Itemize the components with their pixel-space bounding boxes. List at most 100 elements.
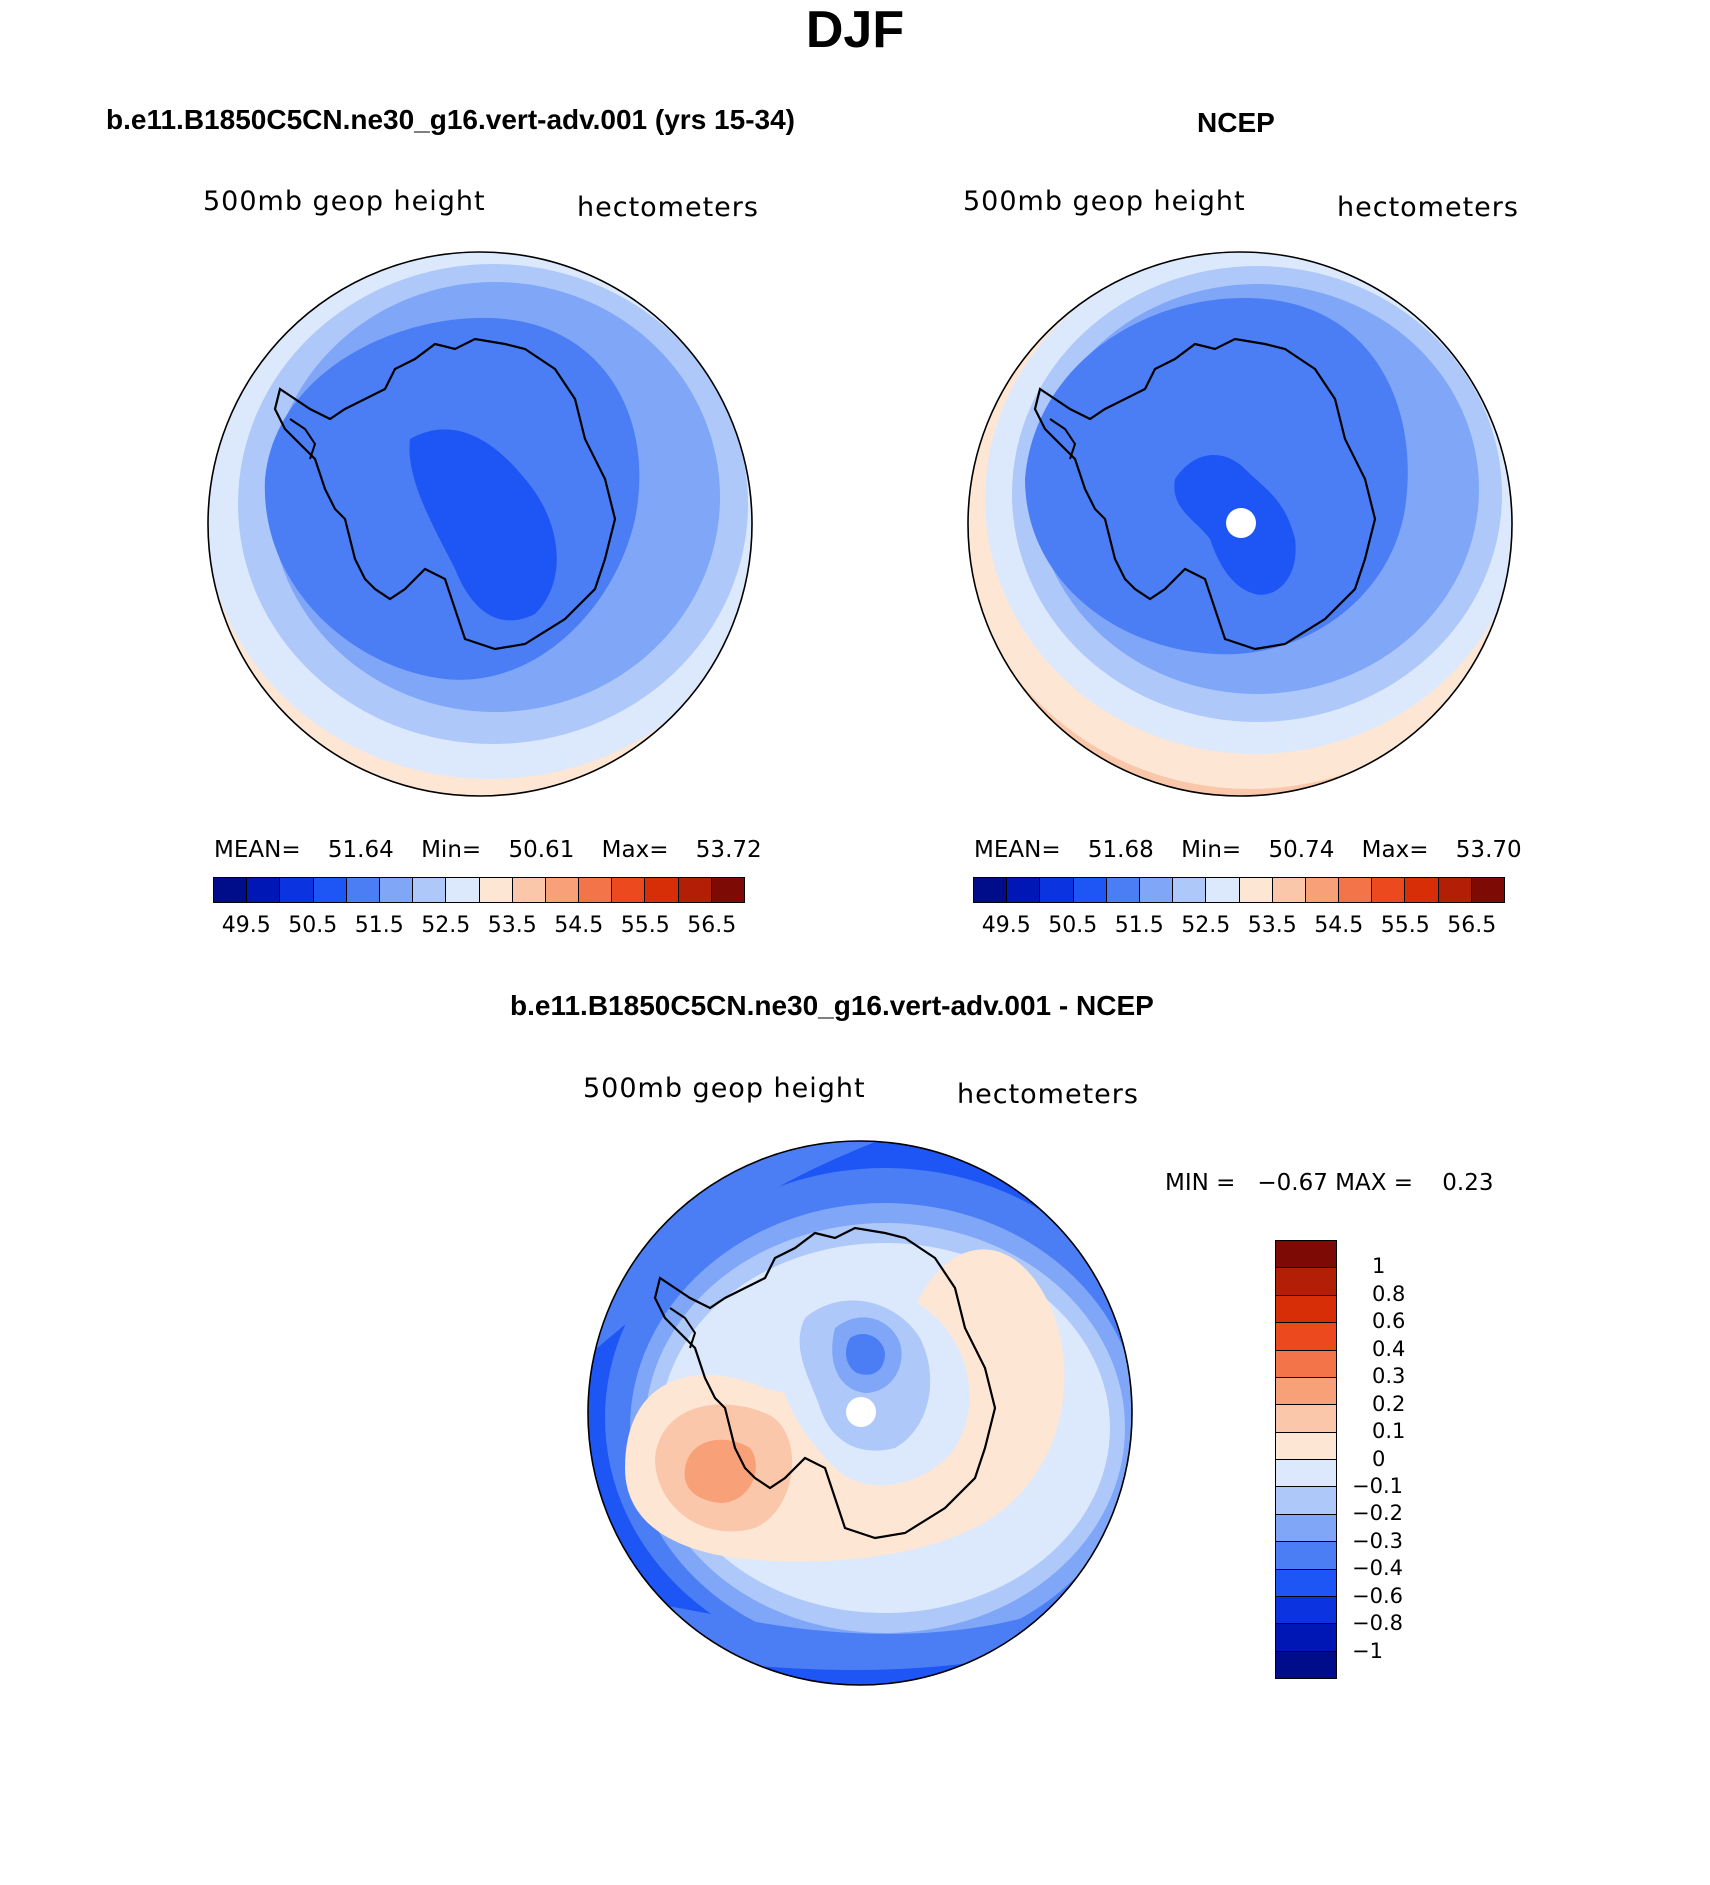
colorbar-tick-label: 0.4 [1372,1336,1406,1361]
units-label-diff: hectometers [957,1079,1139,1110]
colorbar-tick-label: 0.3 [1372,1364,1406,1389]
colorbar-segment [1276,1542,1336,1570]
colorbar-segment [1239,878,1273,902]
colorbar-tick-label: 0.1 [1372,1419,1406,1444]
max-value: 53.70 [1455,837,1522,863]
colorbar-segment [280,878,314,902]
colorbar-segment [711,878,744,902]
colorbar-segment [1139,878,1174,902]
colorbar-tick-label: −1 [1352,1638,1383,1663]
colorbar-segment [1073,878,1107,902]
minmax-diff: MIN = −0.67 MAX = 0.23 [1165,1170,1494,1196]
colorbar-tick-label: 0 [1372,1446,1386,1471]
colorbar-tick-label: −0.1 [1352,1473,1403,1498]
colorbar-tick-label: 52.5 [1181,913,1231,938]
min-label: Min= [421,837,482,863]
colorbar-tick-label: 55.5 [620,913,670,938]
colorbar-segment [612,878,646,902]
mean-label: MEAN= [214,837,301,863]
colorbar-tick-label: −0.2 [1352,1501,1403,1526]
variable-label-ncep: 500mb geop height [963,186,1246,217]
colorbar-tick-label: 51.5 [354,913,404,938]
colorbar-segment [579,878,613,902]
colorbar-tick-label: 49.5 [221,913,271,938]
colorbar-segment [1276,1295,1336,1324]
colorbar-segment [379,878,414,902]
polar-map-ncep [967,251,1513,797]
polar-map-diff [587,1140,1133,1686]
colorbar-segment [1276,1432,1336,1460]
colorbar-tick-label: 50.5 [1048,913,1098,938]
colorbar-segment [1276,1350,1336,1378]
max-value: 53.72 [695,837,762,863]
colorbar-segment [1007,878,1041,902]
colorbar-segment [346,878,380,902]
colorbar-segment [1276,1487,1336,1515]
colorbar-segment [1206,878,1240,902]
colorbar-segment [1405,878,1439,902]
colorbar-tick-label: 55.5 [1380,913,1430,938]
figure-title: DJF [805,1,905,59]
min-value: 50.61 [508,837,575,863]
variable-label-diff: 500mb geop height [583,1073,866,1104]
max-label: Max= [601,837,669,863]
colorbar-segment [1276,1377,1336,1406]
colorbar-tick-label: 56.5 [1447,913,1497,938]
colorbar-segment [974,878,1008,902]
colorbar-tick-label: −0.6 [1352,1583,1403,1608]
colorbar-segment [1372,878,1406,902]
colorbar-tick-label: 50.5 [288,913,338,938]
colorbar-tick-label: 54.5 [554,913,604,938]
colorbar-segment [1272,878,1306,902]
colorbar-tick-label: 53.5 [1247,913,1297,938]
colorbar-tick-label: −0.4 [1352,1556,1403,1581]
colorbar-segment [1276,1569,1336,1597]
min-value: 50.74 [1268,837,1335,863]
colorbar-diff [1275,1240,1337,1679]
colorbar-segment [446,878,480,902]
colorbar-segment [1276,1405,1336,1433]
mean-value: 51.64 [327,837,394,863]
colorbar-segment [512,878,546,902]
colorbar-segment [1173,878,1207,902]
colorbar-segment [479,878,513,902]
colorbar-tick-label: 54.5 [1314,913,1364,938]
colorbar-tick-label: 53.5 [487,913,537,938]
colorbar-tick-label: 0.8 [1372,1281,1406,1306]
colorbar-segment [1276,1268,1336,1296]
colorbar-segment [1040,878,1074,902]
units-label-ncep: hectometers [1337,192,1519,223]
stats-ncep: MEAN= 51.68 Min= 50.74 Max= 53.70 [974,837,1522,863]
stats-model: MEAN= 51.64 Min= 50.61 Max= 53.72 [214,837,762,863]
panel-title-diff: b.e11.B1850C5CN.ne30_g16.vert-adv.001 - … [510,990,1154,1021]
colorbar-ticks-ncep: 49.5 50.5 51.5 52.5 53.5 54.5 55.5 56.5 [973,913,1505,943]
colorbar-segment [1276,1596,1336,1625]
units-label-model: hectometers [577,192,759,223]
panel-title-model: b.e11.B1850C5CN.ne30_g16.vert-adv.001 (y… [106,104,795,135]
mean-value: 51.68 [1087,837,1154,863]
colorbar-segment [247,878,281,902]
colorbar-tick-label: −0.3 [1352,1528,1403,1553]
colorbar-segment [678,878,712,902]
colorbar-tick-label: 1 [1372,1254,1386,1279]
colorbar-tick-label: 49.5 [981,913,1031,938]
colorbar-ncep [973,877,1505,903]
colorbar-tick-label: 0.6 [1372,1309,1406,1334]
colorbar-segment [1276,1624,1336,1652]
max-label: Max= [1361,837,1429,863]
colorbar-segment [545,878,580,902]
colorbar-tick-label: 51.5 [1114,913,1164,938]
variable-label-model: 500mb geop height [203,186,486,217]
colorbar-tick-label: −0.8 [1352,1611,1403,1636]
colorbar-ticks-model: 49.5 50.5 51.5 52.5 53.5 54.5 55.5 56.5 [213,913,745,943]
mean-label: MEAN= [974,837,1061,863]
colorbar-segment [313,878,347,902]
colorbar-tick-label: 56.5 [687,913,737,938]
colorbar-segment [1339,878,1373,902]
colorbar-segment [1106,878,1140,902]
colorbar-ticks-diff: 1 0.8 0.6 0.4 0.3 0.2 0.1 0 −0.1 −0.2 −0.3 −0.4 −0.6… [1352,1240,1472,1679]
colorbar-segment [1276,1241,1336,1269]
min-label: Min= [1181,837,1242,863]
colorbar-segment [1471,878,1504,902]
polar-map-model [207,251,753,797]
